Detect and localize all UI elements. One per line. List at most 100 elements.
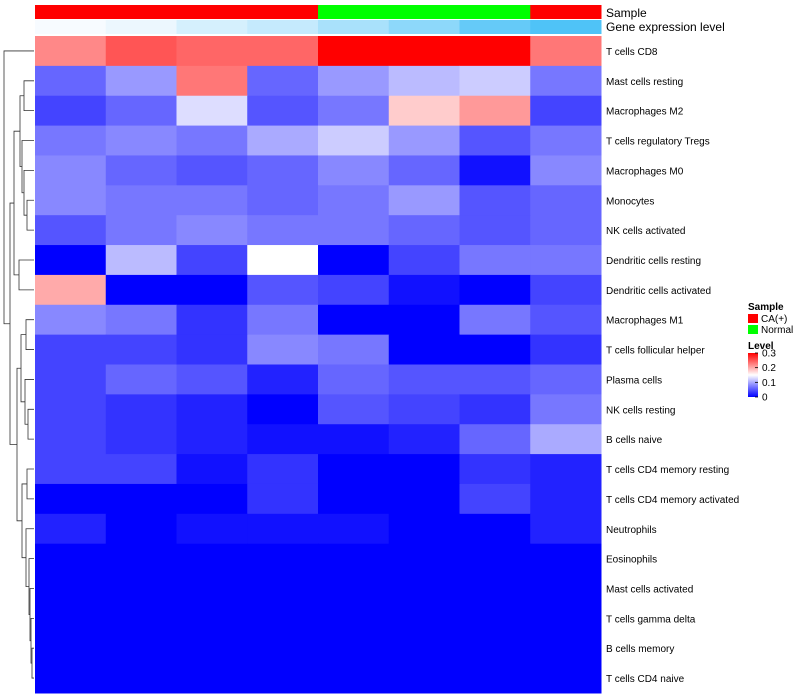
heatmap-cell: [247, 185, 319, 216]
heatmap-cell: [35, 125, 107, 156]
heatmap-cell: [105, 483, 177, 515]
heatmap-cell: [35, 245, 107, 276]
heatmap-cell: [105, 185, 177, 216]
heatmap-cell: [318, 424, 390, 455]
row-label: B cells naive: [606, 435, 663, 446]
dendrogram-branch: [9, 202, 17, 445]
legend-level-tick-label: 0.1: [762, 378, 776, 389]
legend-level-ticks: 0.3 0.2 0.1 0: [755, 349, 776, 404]
heatmap-cell: [35, 513, 107, 545]
annotation-sample-cell: [176, 5, 248, 19]
heatmap-cell: [459, 364, 531, 395]
heatmap-cell: [388, 513, 460, 545]
heatmap-cell: [105, 36, 177, 67]
legend-level-colorbar: [748, 353, 758, 397]
dendrogram-branch: [24, 379, 34, 425]
row-label: T cells CD4 memory activated: [606, 495, 739, 506]
heatmap-cell: [388, 364, 460, 395]
heatmap-cell: [247, 454, 319, 485]
heatmap-cell: [176, 245, 248, 276]
heatmap-cell: [247, 394, 319, 425]
heatmap-cell: [247, 274, 319, 306]
heatmap-cell: [388, 274, 460, 306]
heatmap-cell: [318, 304, 390, 336]
heatmap-cell: [318, 185, 390, 216]
heatmap-cell: [105, 663, 177, 694]
legend: Sample CA(+) Normal Level 0.3 0.2 0.1 0: [748, 302, 793, 404]
heatmap-cell: [388, 603, 460, 634]
heatmap-cell: [530, 95, 602, 127]
annotation-expression-cell: [459, 20, 531, 34]
heatmap-cell: [176, 513, 248, 545]
heatmap-cell: [318, 125, 390, 156]
heatmap-cell: [459, 215, 531, 246]
heatmap-cell: [530, 364, 602, 395]
heatmap-cell: [35, 454, 107, 485]
heatmap-cell: [530, 185, 602, 216]
dendrogram-branch: [23, 169, 34, 216]
heatmap-cell: [530, 663, 602, 694]
heatmap-cell: [388, 65, 460, 97]
heatmap-cell: [176, 334, 248, 365]
heatmap-cell: [105, 454, 177, 485]
heatmap-cell: [176, 573, 248, 604]
heatmap-cell: [530, 603, 602, 634]
annotation-sample-cell: [459, 5, 531, 19]
row-label: B cells memory: [606, 644, 674, 655]
heatmap-cell: [35, 95, 107, 127]
heatmap-cell: [318, 573, 390, 604]
heatmap-cell: [105, 215, 177, 246]
heatmap-cell: [318, 274, 390, 306]
heatmap-cell: [318, 155, 390, 186]
heatmap-cell: [318, 513, 390, 545]
heatmap-cell: [318, 364, 390, 395]
row-label: Dendritic cells resting: [606, 256, 701, 267]
dendrogram-branch: [26, 199, 34, 231]
row-label: Mast cells resting: [606, 77, 683, 88]
heatmap-cell: [247, 215, 319, 246]
heatmap-cell: [459, 633, 531, 664]
row-label: T cells follicular helper: [606, 346, 705, 357]
heatmap-cell: [388, 245, 460, 276]
heatmap-cell: [459, 274, 531, 306]
heatmap-cell: [247, 633, 319, 664]
row-label: Plasma cells: [606, 375, 662, 386]
heatmap-cell: [247, 65, 319, 97]
legend-label-normal: Normal: [761, 325, 793, 336]
heatmap-cells: [35, 36, 602, 694]
heatmap-cell: [176, 543, 248, 575]
heatmap-cell: [247, 483, 319, 515]
heatmap-cell: [35, 424, 107, 455]
heatmap-cell: [35, 543, 107, 575]
heatmap-cell: [459, 125, 531, 156]
heatmap-cell: [247, 663, 319, 694]
heatmap-cell: [176, 663, 248, 694]
heatmap-cell: [530, 125, 602, 156]
heatmap-cell: [35, 185, 107, 216]
heatmap-cell: [318, 633, 390, 664]
heatmap-cell: [530, 334, 602, 365]
heatmap-cell: [388, 424, 460, 455]
heatmap-cell: [35, 663, 107, 694]
legend-level-tick-label: 0: [762, 393, 768, 404]
row-labels: T cells CD8 Mast cells resting Macrophages…: [606, 47, 739, 685]
heatmap-cell: [176, 215, 248, 246]
heatmap-cell: [530, 573, 602, 604]
heatmap-cell: [318, 543, 390, 575]
heatmap-cell: [459, 663, 531, 694]
heatmap-cell: [530, 304, 602, 336]
heatmap-cell: [459, 334, 531, 365]
heatmap-cell: [318, 334, 390, 365]
heatmap-cell: [176, 394, 248, 425]
heatmap-cell: [247, 573, 319, 604]
heatmap-cell: [530, 65, 602, 97]
heatmap-cell: [35, 36, 107, 67]
heatmap-cell: [388, 543, 460, 575]
heatmap-cell: [318, 454, 390, 485]
heatmap-cell: [176, 155, 248, 186]
heatmap-cell: [105, 603, 177, 634]
heatmap-cell: [105, 633, 177, 664]
row-label: T cells gamma delta: [606, 614, 696, 625]
heatmap-cell: [35, 334, 107, 365]
heatmap-cell: [105, 245, 177, 276]
